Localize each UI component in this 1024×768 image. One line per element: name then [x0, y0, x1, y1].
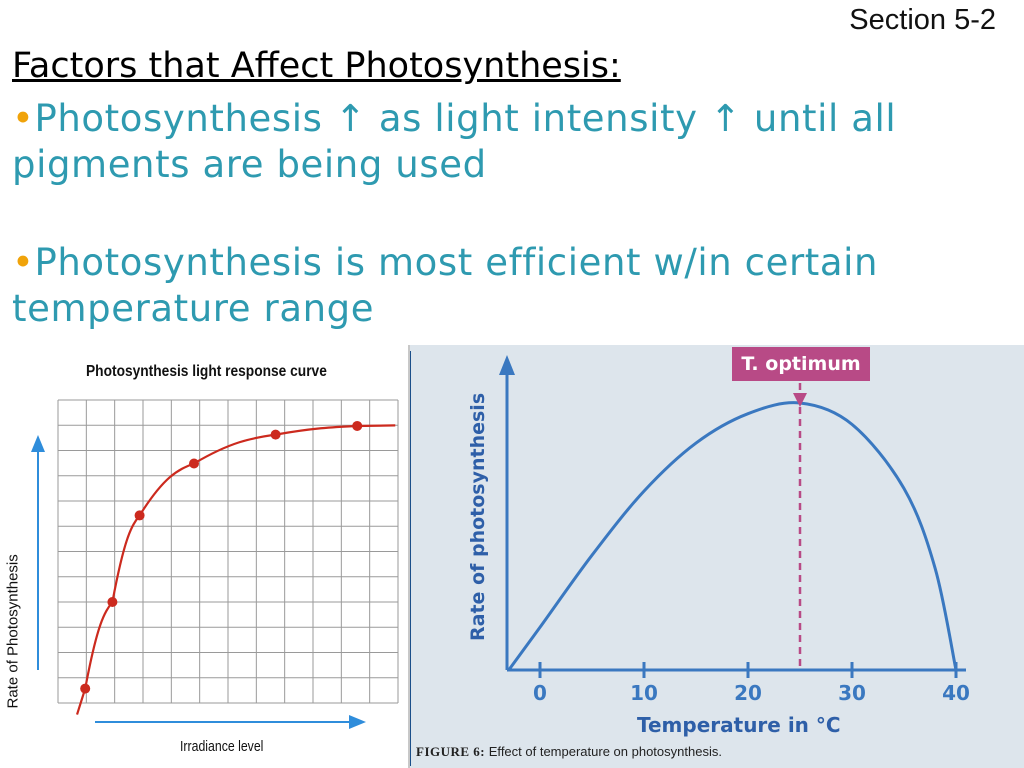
x-tick-label: 0: [533, 681, 547, 705]
light-response-curve: [75, 424, 396, 715]
x-tick-label: 10: [630, 681, 658, 705]
x-axis-label: Temperature in °C: [637, 713, 841, 737]
bullet-temperature: •Photosynthesis is most efficient w/in c…: [12, 240, 1022, 332]
page-edge: [410, 351, 411, 766]
figure-caption: FIGURE 6: Effect of temperature on photo…: [416, 744, 722, 760]
y-axis-label: Rate of Photosynthesis: [4, 554, 22, 709]
figure-number: FIGURE 6:: [416, 744, 486, 759]
optimum-label: T. optimum: [732, 347, 870, 381]
bullet-light-intensity: •Photosynthesis ↑ as light intensity ↑ u…: [12, 96, 1012, 188]
bullet-marker: •: [12, 97, 35, 140]
y-axis-label: Rate of photosynthesis: [467, 392, 489, 641]
optimum-arrowhead: [793, 393, 807, 407]
x-axis-label: Irradiance level: [180, 738, 264, 755]
x-tick-label: 30: [838, 681, 866, 705]
temperature-plot: 0 10 20 30 40: [499, 355, 970, 705]
bullet-marker: •: [12, 241, 35, 284]
data-point: [134, 510, 145, 521]
data-point: [352, 420, 363, 431]
data-point: [107, 597, 118, 607]
bullet-text: Photosynthesis is most efficient w/in ce…: [12, 241, 879, 330]
section-label: Section 5-2: [849, 4, 996, 36]
bullet-text: Photosynthesis ↑ as light intensity ↑ un…: [12, 97, 897, 186]
figure-caption-text: Effect of temperature on photosynthesis.: [488, 744, 722, 759]
x-tick-label: 40: [942, 681, 970, 705]
x-tick-label: 20: [734, 681, 762, 705]
slide-title: Factors that Affect Photosynthesis:: [12, 46, 621, 86]
chart-title: Photosynthesis light response curve: [86, 363, 327, 380]
light-response-chart: Photosynthesis light response curve Irra…: [0, 355, 408, 768]
light-response-plot: [31, 399, 399, 729]
x-axis-arrowhead: [349, 715, 366, 729]
y-axis-arrowhead: [499, 355, 515, 375]
chart-divider: [408, 345, 410, 768]
data-point: [80, 683, 91, 694]
y-axis-arrowhead: [31, 435, 45, 452]
data-point: [189, 458, 199, 469]
temperature-curve: [507, 401, 958, 671]
data-point: [270, 429, 281, 440]
temperature-chart: 0 10 20 30 40 T. optimum Rate of photosynthe…: [410, 345, 1024, 768]
